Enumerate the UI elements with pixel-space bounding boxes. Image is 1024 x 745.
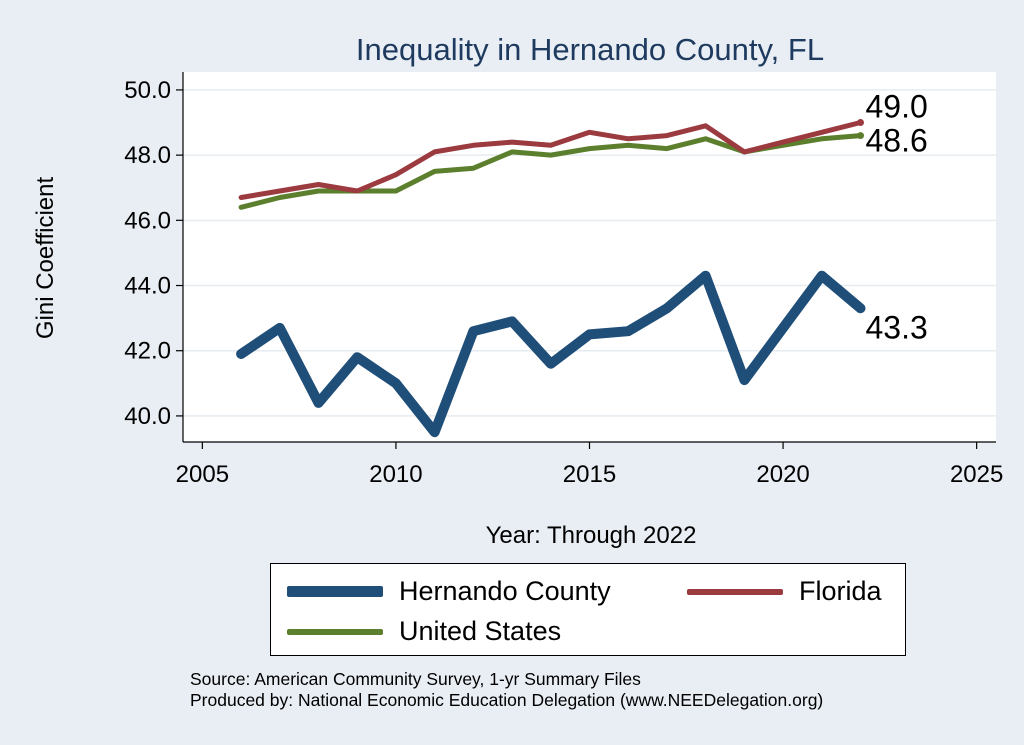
legend-swatch-hernando <box>287 586 383 597</box>
end-label-hernando: 43.3 <box>866 309 928 345</box>
gridlines <box>183 89 996 417</box>
y-tick-label-2: 44.0 <box>124 273 171 300</box>
axes: 40.0 42.0 44.0 46.0 48.0 50.0 2005 2010 2015 2020… <box>124 72 1003 488</box>
x-tick-label-2: 2015 <box>563 461 616 488</box>
x-tick-label-0: 2005 <box>176 461 229 488</box>
legend-swatch-florida <box>687 588 783 595</box>
x-axis-label: Year: Through 2022 <box>486 522 697 549</box>
y-tick-label-0: 40.0 <box>124 403 171 430</box>
legend-label-us: United States <box>399 616 562 646</box>
y-tick-label-1: 42.0 <box>124 338 171 365</box>
end-labels: 43.3 49.048.6 <box>866 89 928 346</box>
x-tick-label-3: 2020 <box>756 461 809 488</box>
y-tick-label-3: 46.0 <box>124 207 171 234</box>
legend-label-hernando: Hernando County <box>399 576 611 606</box>
end-label-us: 48.6 <box>866 123 928 159</box>
end-marker-florida <box>857 119 864 127</box>
y-axis-label: Gini Coefficient <box>32 177 59 340</box>
series-line-florida <box>238 120 863 200</box>
end-marker-us <box>857 132 864 140</box>
y-tick-label-4: 48.0 <box>124 142 171 169</box>
series-lines <box>236 119 866 438</box>
series-line-hernando <box>236 270 866 438</box>
y-tick-label-5: 50.0 <box>124 77 171 104</box>
legend-item-hernando: Hernando County <box>287 576 611 607</box>
x-tick-label-4: 2025 <box>950 461 1003 488</box>
legend-swatch-us <box>287 628 383 635</box>
chart-title: Inequality in Hernando County, FL <box>356 32 824 67</box>
legend-label-florida: Florida <box>799 576 882 606</box>
source-note: Source: American Community Survey, 1-yr … <box>190 669 823 711</box>
producer-line: Produced by: National Economic Education… <box>190 690 824 710</box>
end-label-florida: 49.0 <box>866 89 928 125</box>
chart-legend: Hernando County Florida United States <box>270 563 906 656</box>
x-tick-label-1: 2010 <box>369 461 422 488</box>
gini-line-chart: Inequality in Hernando County, FL 40.0 42… <box>32 32 1003 549</box>
legend-item-florida: Florida <box>687 576 882 607</box>
legend-item-us: United States <box>287 616 561 647</box>
source-line: Source: American Community Survey, 1-yr … <box>190 669 641 689</box>
